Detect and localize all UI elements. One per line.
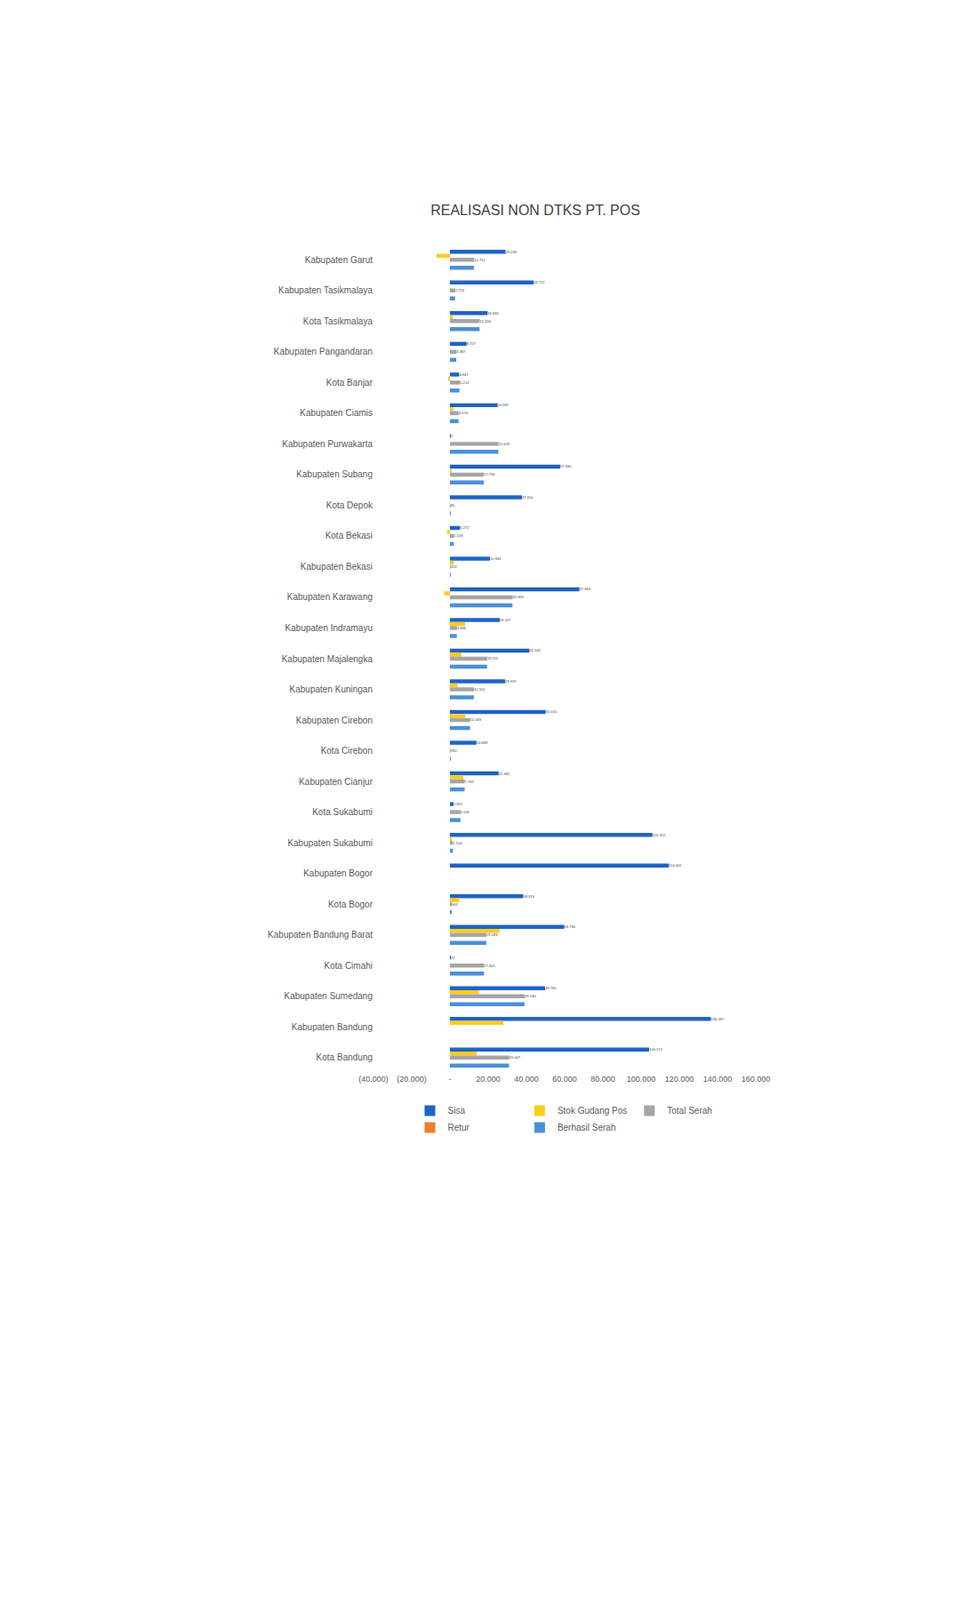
svg-text:Kabupaten Cirebon: Kabupaten Cirebon — [296, 715, 373, 726]
svg-text:Kota Banjar: Kota Banjar — [326, 377, 374, 388]
svg-text:Kota Sukabumi: Kota Sukabumi — [312, 807, 373, 818]
svg-text:Kabupaten Subang: Kabupaten Subang — [296, 469, 373, 480]
svg-text:32.805: 32.805 — [513, 594, 525, 600]
svg-text:282: 282 — [450, 748, 458, 754]
svg-text:Kabupaten Sumedang: Kabupaten Sumedang — [283, 991, 373, 1002]
svg-text:Kota Bandung: Kota Bandung — [316, 1052, 373, 1063]
svg-text:Kota Tasikmalaya: Kota Tasikmalaya — [303, 316, 374, 327]
svg-text:Kabupaten Tasikmalaya: Kabupaten Tasikmalaya — [278, 285, 373, 296]
svg-text:Kabupaten Indramayu: Kabupaten Indramayu — [285, 623, 373, 634]
svg-text:Stok Gudang Pos: Stok Gudang Pos — [557, 1106, 627, 1116]
svg-text:Kabupaten Kuningan: Kabupaten Kuningan — [289, 684, 373, 695]
svg-text:Kabupaten Bandung: Kabupaten Bandung — [291, 1022, 373, 1033]
svg-text:Kota Depok: Kota Depok — [326, 500, 374, 511]
svg-text:24.937: 24.937 — [497, 402, 510, 408]
svg-text:17.805: 17.805 — [483, 963, 496, 969]
svg-text:160.000: 160.000 — [741, 1075, 771, 1084]
svg-text:(40.000): (40.000) — [358, 1075, 389, 1084]
svg-text:Kabupaten Pangandaran: Kabupaten Pangandaran — [273, 346, 373, 357]
svg-text:2.759: 2.759 — [455, 288, 466, 293]
svg-text:15.558: 15.558 — [479, 319, 491, 324]
svg-text:43.722: 43.722 — [533, 280, 546, 285]
svg-text:Kabupaten Purwakarta: Kabupaten Purwakarta — [281, 439, 373, 450]
svg-text:8.727: 8.727 — [466, 341, 477, 346]
svg-text:Kabupaten Ciamis: Kabupaten Ciamis — [299, 408, 373, 418]
svg-text:-: - — [449, 1025, 452, 1030]
svg-text:85: 85 — [450, 503, 456, 508]
svg-text:20.000: 20.000 — [475, 1075, 501, 1084]
svg-text:114.505: 114.505 — [668, 863, 683, 868]
svg-text:7.765: 7.765 — [465, 779, 475, 785]
svg-text:Kota Bekasi: Kota Bekasi — [325, 530, 373, 541]
svg-text:Kabupaten Garut: Kabupaten Garut — [304, 255, 373, 265]
svg-text:3.686: 3.686 — [457, 625, 467, 631]
svg-text:60.000: 60.000 — [552, 1075, 578, 1084]
svg-text:80.000: 80.000 — [590, 1075, 616, 1084]
svg-text:Kabupaten Bandung Barat: Kabupaten Bandung Barat — [267, 930, 373, 940]
svg-text:67.669: 67.669 — [578, 586, 591, 592]
svg-text:902: 902 — [451, 902, 459, 907]
svg-text:37: 37 — [450, 955, 456, 961]
svg-text:13.849: 13.849 — [476, 740, 489, 746]
svg-text:422: 422 — [450, 564, 458, 570]
svg-text:136.487: 136.487 — [710, 1017, 724, 1022]
svg-text:140.000: 140.000 — [703, 1075, 733, 1084]
svg-text:(20.000): (20.000) — [396, 1075, 427, 1084]
svg-text:5.272: 5.272 — [459, 525, 470, 530]
svg-text:Kabupaten Karawang: Kabupaten Karawang — [287, 592, 373, 602]
svg-text:50.010: 50.010 — [545, 709, 558, 715]
svg-text:25.465: 25.465 — [498, 771, 511, 777]
svg-text:39.160: 39.160 — [524, 994, 537, 999]
svg-text:Kota Bogor: Kota Bogor — [328, 899, 374, 910]
svg-text:31.007: 31.007 — [509, 1055, 522, 1060]
svg-text:120.000: 120.000 — [665, 1075, 695, 1084]
svg-text:57.690: 57.690 — [560, 464, 572, 469]
svg-text:Kota Cimahi: Kota Cimahi — [324, 961, 373, 971]
svg-text:Kabupaten Sukabumi: Kabupaten Sukabumi — [287, 838, 373, 849]
svg-text:10.569: 10.569 — [470, 717, 482, 723]
svg-text:Retur: Retur — [448, 1123, 471, 1133]
svg-text:104.172: 104.172 — [649, 1047, 663, 1052]
svg-text:4.574: 4.574 — [458, 410, 469, 416]
svg-text:26.027: 26.027 — [499, 617, 512, 623]
svg-text:59.780: 59.780 — [564, 924, 577, 930]
svg-text:19.083: 19.083 — [486, 932, 498, 938]
svg-text:17.730: 17.730 — [483, 472, 496, 477]
svg-text:2.028: 2.028 — [453, 533, 464, 538]
svg-text:7: 7 — [450, 433, 454, 439]
svg-text:5.532: 5.532 — [460, 810, 471, 815]
svg-text:-: - — [449, 871, 452, 876]
svg-text:1.837: 1.837 — [453, 802, 464, 807]
svg-text:41.544: 41.544 — [529, 648, 541, 653]
svg-text:Kabupaten Bogor: Kabupaten Bogor — [303, 868, 374, 879]
svg-text:Sisa: Sisa — [448, 1106, 466, 1116]
svg-text:REALISASI NON DTKS PT. POS: REALISASI NON DTKS PT. POS — [430, 202, 641, 218]
svg-text:40.000: 40.000 — [513, 1075, 539, 1084]
svg-text:12.552: 12.552 — [473, 687, 486, 692]
svg-text:Kabupaten Bekasi: Kabupaten Bekasi — [300, 561, 373, 572]
svg-text:100.000: 100.000 — [626, 1075, 657, 1084]
svg-text:3.367: 3.367 — [456, 349, 466, 354]
svg-text:20.942: 20.942 — [489, 556, 502, 562]
svg-text:105.912: 105.912 — [652, 833, 667, 838]
svg-text:4.847: 4.847 — [458, 372, 469, 378]
svg-text:19.685: 19.685 — [487, 311, 499, 316]
svg-text:Kabupaten Majalengka: Kabupaten Majalengka — [281, 654, 374, 665]
svg-text:Total Serah: Total Serah — [666, 1106, 713, 1116]
svg-text:12.712: 12.712 — [473, 257, 486, 263]
svg-text:29.039: 29.039 — [505, 249, 517, 255]
svg-text:-: - — [449, 1075, 452, 1084]
svg-text:5.212: 5.212 — [459, 380, 470, 386]
svg-text:49.760: 49.760 — [545, 986, 557, 991]
svg-text:1.554: 1.554 — [452, 841, 463, 846]
svg-text:38.319: 38.319 — [522, 894, 535, 899]
svg-text:37.650: 37.650 — [521, 495, 534, 500]
svg-text:Berhasil Serah: Berhasil Serah — [557, 1123, 617, 1133]
svg-text:25.329: 25.329 — [497, 441, 510, 447]
svg-text:19.511: 19.511 — [487, 656, 499, 661]
svg-text:28.937: 28.937 — [505, 679, 517, 684]
svg-text:Kota Cirebon: Kota Cirebon — [320, 746, 373, 756]
svg-text:Kabupaten Cianjur: Kabupaten Cianjur — [298, 777, 374, 787]
